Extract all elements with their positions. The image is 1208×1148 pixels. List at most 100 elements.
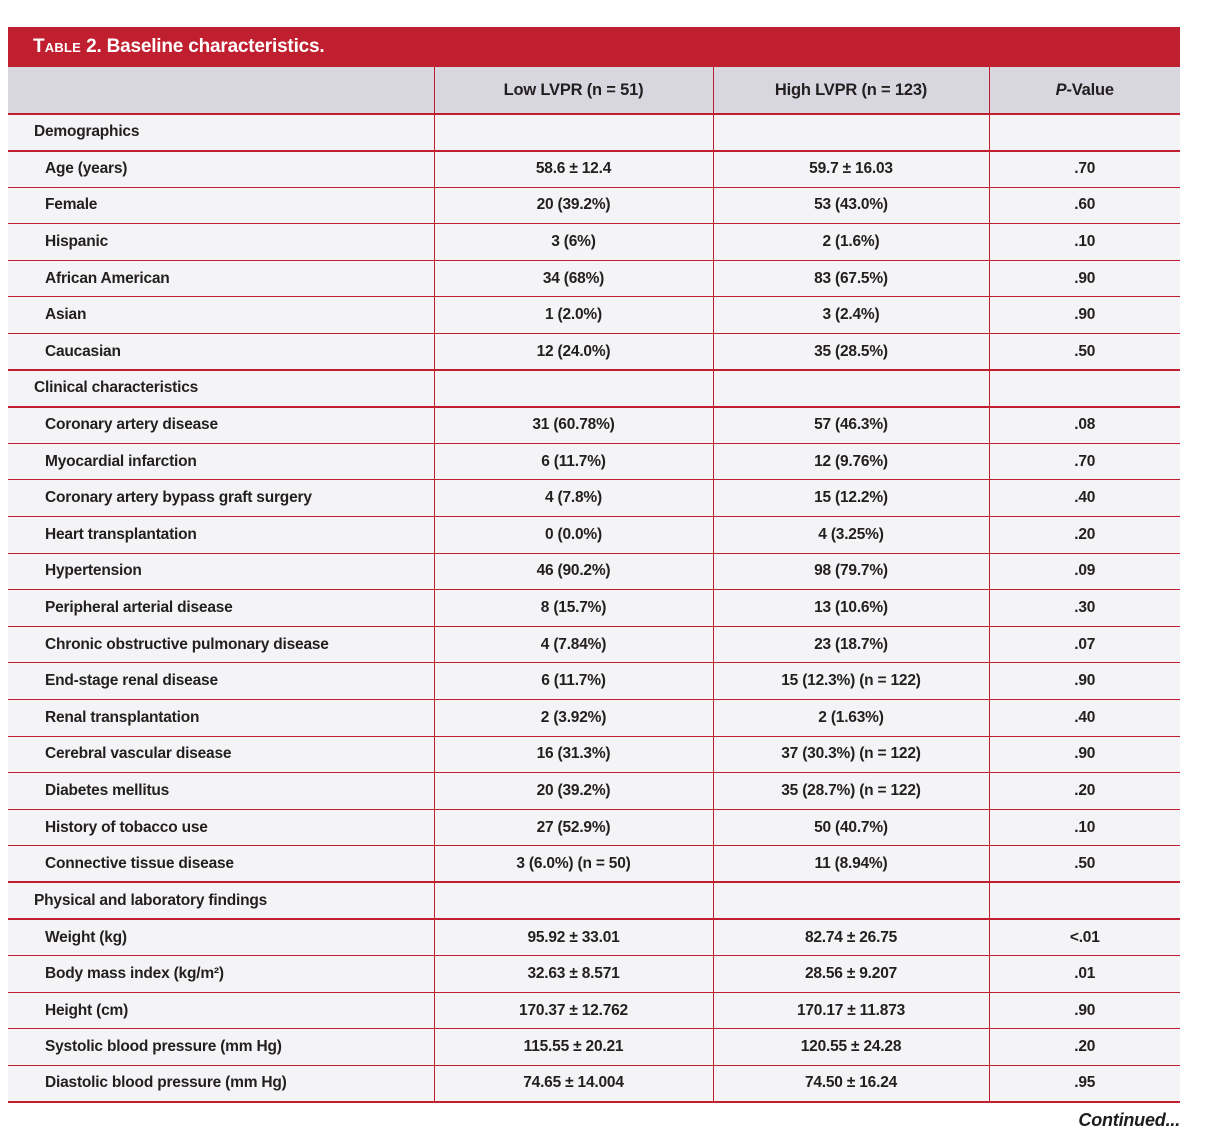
low-lvpr-value: 4 (7.8%): [433, 479, 713, 517]
row-label: Myocardial infarction: [8, 442, 434, 480]
low-lvpr-value: 115.55 ± 20.21: [433, 1028, 713, 1066]
low-lvpr-value: 20 (39.2%): [433, 186, 713, 224]
p-value: .70: [988, 150, 1180, 188]
low-lvpr-value: 34 (68%): [433, 259, 713, 297]
section-row: Clinical characteristics: [8, 369, 1180, 408]
high-lvpr-value: 12 (9.76%): [712, 442, 989, 480]
row-label: Age (years): [8, 150, 434, 188]
high-lvpr-value: [712, 113, 989, 152]
low-lvpr-value: 170.37 ± 12.762: [433, 991, 713, 1029]
row-label: Asian: [8, 296, 434, 334]
table-row: Hypertension 46 (90.2%) 98 (79.7%) .09: [8, 552, 1180, 590]
high-lvpr-value: 15 (12.3%) (n = 122): [712, 662, 989, 700]
column-header-p-value: P-Value: [988, 67, 1180, 115]
row-label: Demographics: [8, 113, 434, 152]
low-lvpr-value: 2 (3.92%): [433, 699, 713, 737]
table-row: History of tobacco use 27 (52.9%) 50 (40.7…: [8, 808, 1180, 846]
high-lvpr-value: 37 (30.3%) (n = 122): [712, 735, 989, 773]
row-label: Renal transplantation: [8, 699, 434, 737]
baseline-characteristics-table: Table 2. Baseline characteristics. Low L…: [8, 27, 1180, 1104]
low-lvpr-value: 6 (11.7%): [433, 662, 713, 700]
table-row: African American 34 (68%) 83 (67.5%) .90: [8, 259, 1180, 297]
table-body: Demographics Age (years) 58.6 ± 12.4 59.7 ±…: [8, 113, 1180, 1104]
low-lvpr-value: 74.65 ± 14.004: [433, 1064, 713, 1104]
table-row: Heart transplantation 0 (0.0%) 4 (3.25%) .2…: [8, 516, 1180, 554]
row-label: Female: [8, 186, 434, 224]
row-label: Peripheral arterial disease: [8, 589, 434, 627]
header-row: Low LVPR (n = 51) High LVPR (n = 123) P-…: [8, 67, 1180, 115]
row-label: Diabetes mellitus: [8, 772, 434, 810]
high-lvpr-value: 50 (40.7%): [712, 808, 989, 846]
table-row: Diastolic blood pressure (mm Hg) 74.65 ± …: [8, 1064, 1180, 1104]
low-lvpr-value: [433, 369, 713, 408]
table-row: Asian 1 (2.0%) 3 (2.4%) .90: [8, 296, 1180, 334]
low-lvpr-value: 58.6 ± 12.4: [433, 150, 713, 188]
table-row: Body mass index (kg/m²) 32.63 ± 8.571 28.5…: [8, 955, 1180, 993]
low-lvpr-value: 8 (15.7%): [433, 589, 713, 627]
p-value: .01: [988, 955, 1180, 993]
high-lvpr-value: 120.55 ± 24.28: [712, 1028, 989, 1066]
high-lvpr-value: 11 (8.94%): [712, 845, 989, 883]
table-row: Weight (kg) 95.92 ± 33.01 82.74 ± 26.75 <.0…: [8, 918, 1180, 956]
p-value: .90: [988, 662, 1180, 700]
high-lvpr-value: 35 (28.7%) (n = 122): [712, 772, 989, 810]
table-row: Coronary artery bypass graft surgery 4 (7…: [8, 479, 1180, 517]
row-label: Body mass index (kg/m²): [8, 955, 434, 993]
low-lvpr-value: [433, 113, 713, 152]
low-lvpr-value: 95.92 ± 33.01: [433, 918, 713, 956]
p-value: .10: [988, 808, 1180, 846]
row-label: History of tobacco use: [8, 808, 434, 846]
high-lvpr-value: [712, 881, 989, 921]
row-label: Clinical characteristics: [8, 369, 434, 408]
row-label: Height (cm): [8, 991, 434, 1029]
table-row: Systolic blood pressure (mm Hg) 115.55 ± …: [8, 1028, 1180, 1066]
row-label: Coronary artery disease: [8, 406, 434, 444]
high-lvpr-value: 2 (1.6%): [712, 223, 989, 261]
p-value: [988, 369, 1180, 408]
row-label: Connective tissue disease: [8, 845, 434, 883]
table-row: Myocardial infarction 6 (11.7%) 12 (9.76%)…: [8, 442, 1180, 480]
low-lvpr-value: 20 (39.2%): [433, 772, 713, 810]
p-value: [988, 113, 1180, 152]
high-lvpr-value: 83 (67.5%): [712, 259, 989, 297]
column-header-low-lvpr: Low LVPR (n = 51): [433, 67, 713, 115]
low-lvpr-value: 3 (6%): [433, 223, 713, 261]
low-lvpr-value: [433, 881, 713, 921]
column-header-high-lvpr: High LVPR (n = 123): [712, 67, 989, 115]
table-row: Coronary artery disease 31 (60.78%) 57 (46…: [8, 406, 1180, 444]
row-label: African American: [8, 259, 434, 297]
high-lvpr-value: 13 (10.6%): [712, 589, 989, 627]
low-lvpr-value: 4 (7.84%): [433, 625, 713, 663]
p-value: .95: [988, 1064, 1180, 1104]
low-lvpr-value: 32.63 ± 8.571: [433, 955, 713, 993]
section-row: Physical and laboratory findings: [8, 881, 1180, 921]
high-lvpr-value: 15 (12.2%): [712, 479, 989, 517]
high-lvpr-value: 35 (28.5%): [712, 333, 989, 371]
low-lvpr-value: 27 (52.9%): [433, 808, 713, 846]
p-value: .09: [988, 552, 1180, 590]
high-lvpr-value: 82.74 ± 26.75: [712, 918, 989, 956]
low-lvpr-value: 0 (0.0%): [433, 516, 713, 554]
high-lvpr-value: 98 (79.7%): [712, 552, 989, 590]
p-value: .40: [988, 699, 1180, 737]
p-value: .60: [988, 186, 1180, 224]
low-lvpr-value: 16 (31.3%): [433, 735, 713, 773]
table-row: Connective tissue disease 3 (6.0%) (n = 5…: [8, 845, 1180, 883]
row-label: Chronic obstructive pulmonary disease: [8, 625, 434, 663]
p-value: .50: [988, 333, 1180, 371]
low-lvpr-value: 12 (24.0%): [433, 333, 713, 371]
high-lvpr-value: 53 (43.0%): [712, 186, 989, 224]
high-lvpr-value: 4 (3.25%): [712, 516, 989, 554]
low-lvpr-value: 6 (11.7%): [433, 442, 713, 480]
p-value: .90: [988, 259, 1180, 297]
high-lvpr-value: [712, 369, 989, 408]
high-lvpr-value: 3 (2.4%): [712, 296, 989, 334]
high-lvpr-value: 23 (18.7%): [712, 625, 989, 663]
section-row: Demographics: [8, 113, 1180, 152]
p-value: .50: [988, 845, 1180, 883]
p-value: .90: [988, 735, 1180, 773]
data-table: Low LVPR (n = 51) High LVPR (n = 123) P-…: [8, 67, 1180, 1104]
p-value: [988, 881, 1180, 921]
table-row: Hispanic 3 (6%) 2 (1.6%) .10: [8, 223, 1180, 261]
